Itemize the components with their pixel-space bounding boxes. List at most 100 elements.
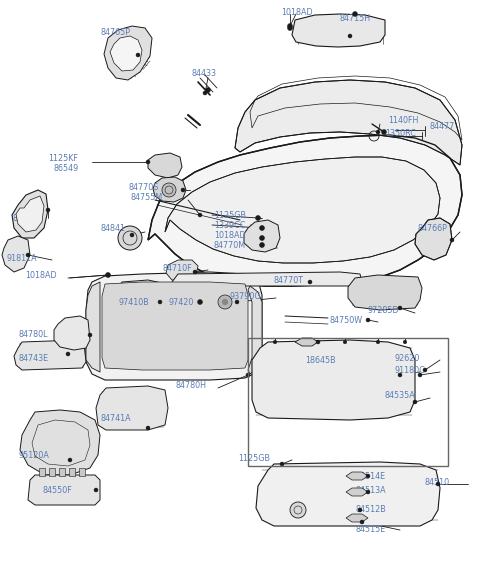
Polygon shape [256,462,440,526]
Circle shape [26,253,30,257]
Circle shape [308,340,312,344]
Text: 84741A: 84741A [100,414,131,422]
Circle shape [403,340,407,344]
Circle shape [181,188,185,192]
Circle shape [197,299,203,304]
Text: 84715H: 84715H [340,13,371,23]
Bar [59,468,65,476]
Polygon shape [165,283,202,313]
Circle shape [450,238,454,242]
Text: 84550F: 84550F [42,486,72,494]
Polygon shape [104,26,152,80]
Polygon shape [86,282,100,372]
Polygon shape [54,316,90,350]
Text: 1018AD: 1018AD [281,8,312,16]
Polygon shape [96,386,168,430]
Text: 84514E: 84514E [356,472,386,480]
Circle shape [260,235,264,241]
Circle shape [222,299,228,305]
Circle shape [94,488,98,492]
Circle shape [423,368,427,372]
Polygon shape [165,157,440,263]
Circle shape [316,340,320,344]
Circle shape [106,273,110,277]
Circle shape [348,34,352,38]
Text: 84780H: 84780H [175,381,206,389]
Circle shape [158,300,162,304]
Text: 18645B: 18645B [305,356,336,364]
Text: 84766P: 84766P [418,224,448,232]
Text: 92620: 92620 [395,353,420,363]
Circle shape [280,462,284,466]
Text: 93790G: 93790G [230,292,262,300]
Polygon shape [16,196,44,232]
Text: 97285D: 97285D [368,306,400,314]
Text: 86549: 86549 [53,163,78,173]
Circle shape [260,226,264,230]
Polygon shape [166,260,198,280]
Circle shape [260,225,264,231]
Circle shape [255,216,261,221]
Polygon shape [153,177,186,202]
Circle shape [88,333,92,337]
Circle shape [358,508,362,512]
Text: 84770T: 84770T [273,275,303,285]
Circle shape [260,242,264,248]
Circle shape [46,208,50,212]
Circle shape [366,318,370,322]
Circle shape [205,88,211,92]
Circle shape [130,233,134,237]
Polygon shape [244,220,280,252]
Text: 84755M: 84755M [130,192,162,202]
Circle shape [376,340,380,344]
Text: 84780L: 84780L [18,329,48,339]
Circle shape [413,400,417,404]
Text: 84515E: 84515E [356,525,386,535]
Circle shape [146,426,150,430]
Text: 84710F: 84710F [162,264,192,272]
Text: 84513A: 84513A [356,486,386,494]
Circle shape [260,236,264,240]
Polygon shape [28,475,100,505]
Circle shape [398,306,402,310]
Text: 84770S: 84770S [128,182,158,192]
Polygon shape [346,472,368,480]
Circle shape [382,130,386,134]
Circle shape [118,226,142,250]
Polygon shape [348,275,422,310]
Bar [69,468,75,476]
Circle shape [246,373,250,377]
Text: 84765P: 84765P [100,27,130,37]
Circle shape [162,183,176,197]
Polygon shape [20,410,100,475]
Polygon shape [252,340,415,420]
Circle shape [213,290,237,314]
Circle shape [106,272,110,278]
Bar [248,338,448,466]
Polygon shape [235,80,462,165]
Text: 1350RC: 1350RC [385,128,416,138]
Circle shape [256,216,260,220]
Text: 84841: 84841 [100,224,125,232]
Text: 91811A: 91811A [6,253,36,263]
Text: 84512B: 84512B [356,505,387,515]
Polygon shape [172,272,362,286]
Text: 84770M: 84770M [214,241,246,249]
Polygon shape [415,218,452,260]
Text: 1125GB: 1125GB [214,210,246,220]
Circle shape [203,91,207,95]
Circle shape [146,160,150,164]
Polygon shape [346,514,368,522]
Text: 97420: 97420 [168,297,193,307]
Circle shape [68,458,72,462]
Circle shape [260,243,264,247]
Polygon shape [295,338,318,346]
Polygon shape [86,272,262,380]
Polygon shape [110,36,142,71]
Text: 95120A: 95120A [18,450,49,460]
Bar [49,468,55,476]
Circle shape [66,352,70,356]
Circle shape [376,130,380,134]
Polygon shape [14,340,86,370]
Text: 1018AD: 1018AD [25,271,57,279]
